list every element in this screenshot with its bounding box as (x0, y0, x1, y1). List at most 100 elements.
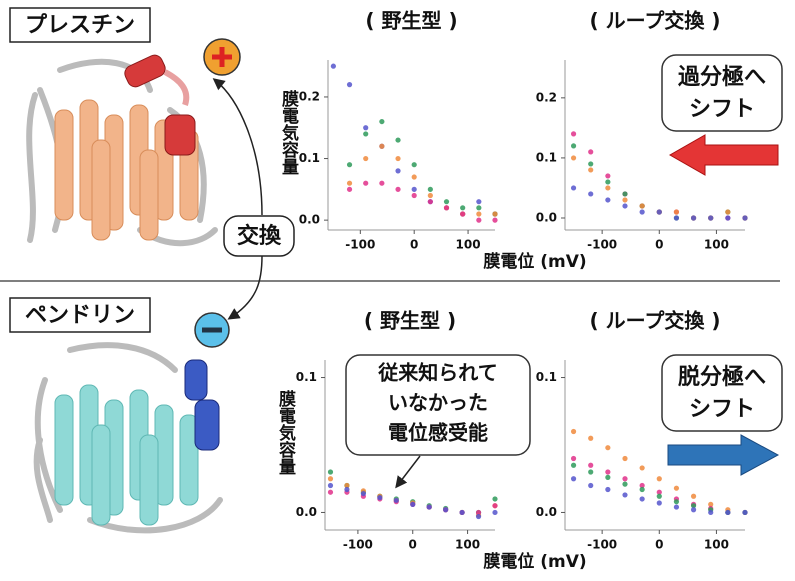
data-point (674, 209, 679, 214)
data-point (444, 199, 449, 204)
data-point (492, 496, 497, 501)
data-point (347, 187, 352, 192)
x-tick-label: 0 (409, 538, 417, 552)
data-point (347, 181, 352, 186)
data-point (328, 476, 333, 481)
data-point (476, 514, 481, 519)
chart-title: ( ループ交換 ) (589, 309, 720, 333)
data-point (571, 476, 576, 481)
shift-arrow (670, 135, 778, 175)
data-point (605, 487, 610, 492)
data-point (571, 463, 576, 468)
chart-title: ( ループ交換 ) (589, 9, 720, 33)
data-point (588, 483, 593, 488)
x-axis-label: 膜電位 (mV) (483, 251, 586, 272)
data-point (412, 187, 417, 192)
x-axis-label: 膜電位 (mV) (483, 551, 586, 572)
data-point (492, 510, 497, 515)
data-point (347, 82, 352, 87)
x-tick-label: 0 (410, 238, 418, 252)
data-point (622, 476, 627, 481)
x-tick-label: 100 (704, 238, 729, 252)
data-point (443, 507, 448, 512)
data-point (331, 64, 336, 69)
data-point (657, 209, 662, 214)
shift-arrow (668, 435, 778, 475)
x-tick-label: -100 (587, 538, 617, 552)
data-point (674, 504, 679, 509)
figure: プレスチン ペンドリン 交換 過分極へ シフト 脱分極へ シフト 従来知られて … (0, 0, 795, 581)
data-point (363, 125, 368, 130)
y-tick-label: 0.1 (296, 370, 317, 384)
data-point (428, 199, 433, 204)
data-point (395, 156, 400, 161)
x-tick-label: 0 (655, 538, 663, 552)
data-point (588, 167, 593, 172)
data-point (377, 495, 382, 500)
data-point (571, 456, 576, 461)
data-point (622, 492, 627, 497)
data-point (605, 179, 610, 184)
data-point (588, 191, 593, 196)
data-point (328, 490, 333, 495)
data-point (605, 475, 610, 480)
data-point (571, 185, 576, 190)
data-point (674, 486, 679, 491)
x-tick-label: -100 (343, 538, 373, 552)
y-axis-label: 膜電気容量 (278, 89, 300, 175)
data-point (588, 463, 593, 468)
data-point (640, 487, 645, 492)
x-tick-label: 0 (655, 238, 663, 252)
callout-text: 従来知られて (377, 361, 497, 385)
data-point (328, 483, 333, 488)
data-point (363, 156, 368, 161)
y-tick-label: 0.0 (536, 505, 557, 519)
data-point (742, 215, 747, 220)
data-point (412, 174, 417, 179)
data-point (571, 131, 576, 136)
data-point (674, 499, 679, 504)
data-point (622, 482, 627, 487)
data-point (444, 205, 449, 210)
swap-arrow (215, 80, 262, 215)
data-point (476, 211, 481, 216)
data-point (476, 199, 481, 204)
data-point (476, 205, 481, 210)
data-point (395, 187, 400, 192)
chart-title: ( 野生型 ) (364, 309, 456, 333)
x-tick-label: -100 (587, 238, 617, 252)
data-point (605, 173, 610, 178)
data-point (622, 197, 627, 202)
data-point (605, 185, 610, 190)
data-point (395, 137, 400, 142)
data-point (328, 469, 333, 474)
data-point (363, 131, 368, 136)
data-point (708, 215, 713, 220)
y-tick-label: 0.2 (299, 89, 320, 103)
y-tick-label: 0.1 (299, 151, 320, 165)
data-point (605, 197, 610, 202)
protein-name: プレスチン (25, 13, 135, 38)
data-point (708, 510, 713, 515)
data-point (657, 494, 662, 499)
data-point (640, 209, 645, 214)
callout-text: 過分極へ (678, 64, 766, 90)
data-point (588, 149, 593, 154)
data-point (571, 155, 576, 160)
chart-title: ( 野生型 ) (365, 9, 457, 33)
data-point (492, 211, 497, 216)
data-point (394, 498, 399, 503)
data-point (640, 496, 645, 501)
data-point (725, 215, 730, 220)
data-point (571, 143, 576, 148)
data-point (588, 469, 593, 474)
callout-text: 電位感受能 (388, 421, 488, 445)
data-point (622, 191, 627, 196)
data-point (460, 205, 465, 210)
x-tick-label: 100 (455, 538, 480, 552)
data-point (725, 209, 730, 214)
data-point (361, 491, 366, 496)
y-tick-label: 0.0 (296, 505, 317, 519)
data-point (427, 504, 432, 509)
data-point (691, 507, 696, 512)
